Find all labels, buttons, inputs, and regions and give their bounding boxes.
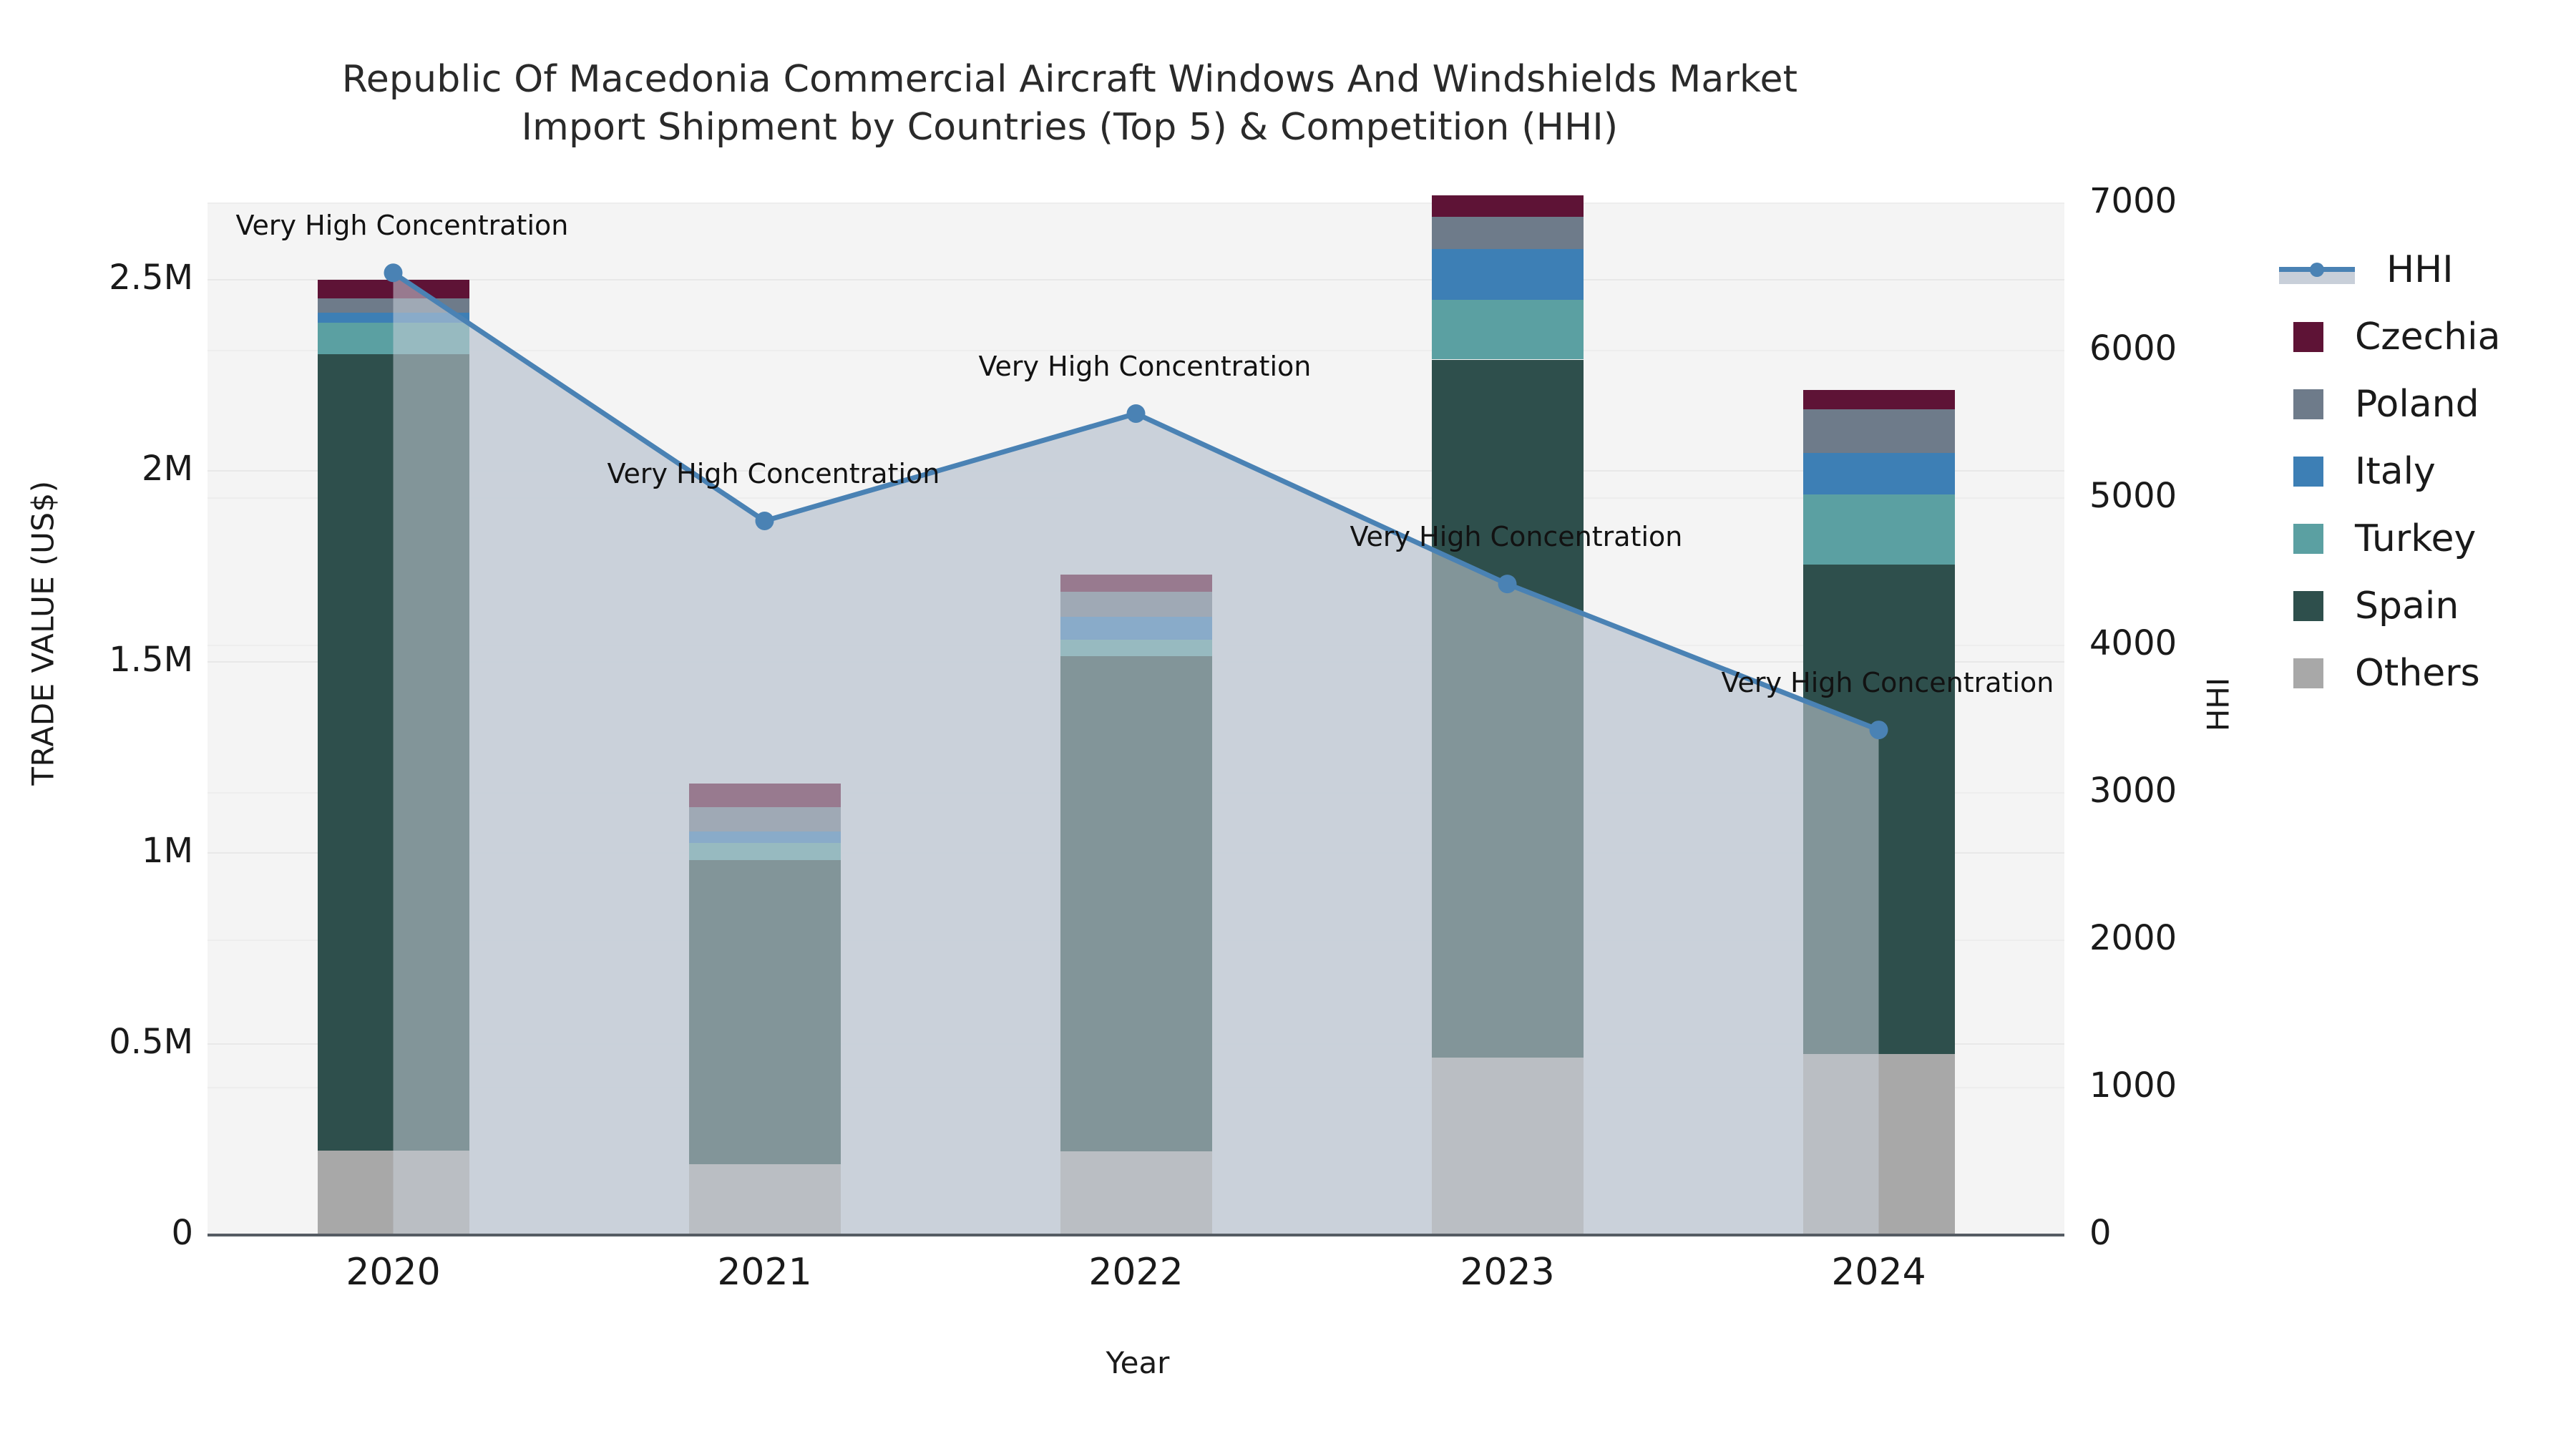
legend-item-turkey[interactable]: Turkey <box>2279 505 2500 572</box>
legend-label: Italy <box>2355 450 2436 493</box>
chart-title-line-2: Import Shipment by Countries (Top 5) & C… <box>521 105 1619 149</box>
y-tick-right-3000: 3000 <box>2089 771 2177 811</box>
bar-segment-spain-2022[interactable] <box>1060 656 1212 1152</box>
legend-label: Turkey <box>2355 517 2477 560</box>
annotation-2024: Very High Concentration <box>1721 667 2054 699</box>
bar-segment-others-2022[interactable] <box>1060 1151 1212 1234</box>
bar-segment-italy-2023[interactable] <box>1431 248 1584 300</box>
x-tick-2023: 2023 <box>1460 1251 1555 1294</box>
bar-segment-spain-2023[interactable] <box>1431 359 1584 1058</box>
gridline-left-2.5M <box>208 278 2064 280</box>
bar-segment-spain-2021[interactable] <box>688 859 841 1165</box>
y-tick-right-7000: 7000 <box>2089 181 2177 221</box>
bar-segment-italy-2021[interactable] <box>688 831 841 844</box>
y-tick-left-0.5M: 0.5M <box>109 1021 193 1062</box>
y-axis-left-title: TRADE VALUE (US$) <box>25 480 61 786</box>
gridline-left-2M <box>208 469 2064 472</box>
y-tick-left-0: 0 <box>171 1213 193 1253</box>
legend-swatch-icon <box>2293 322 2323 352</box>
annotation-2020: Very High Concentration <box>235 210 569 242</box>
legend-swatch-icon <box>2293 457 2323 487</box>
bar-segment-czechia-2021[interactable] <box>688 783 841 807</box>
gridline-right-5000 <box>208 497 2064 499</box>
y-tick-right-2000: 2000 <box>2089 918 2177 958</box>
bar-segment-turkey-2024[interactable] <box>1802 494 1955 565</box>
chart-title-line-1: Republic Of Macedonia Commercial Aircraf… <box>341 58 1798 101</box>
x-tick-2021: 2021 <box>717 1251 812 1294</box>
y-tick-right-6000: 6000 <box>2089 328 2177 369</box>
legend-label: HHI <box>2386 248 2454 291</box>
bar-segment-poland-2022[interactable] <box>1060 591 1212 617</box>
gridline-right-7000 <box>208 203 2064 204</box>
x-tick-2020: 2020 <box>346 1251 441 1294</box>
bar-segment-czechia-2022[interactable] <box>1060 575 1212 592</box>
x-tick-2024: 2024 <box>1831 1251 1926 1294</box>
legend-line-marker-icon <box>2279 255 2355 285</box>
y-tick-left-1M: 1M <box>142 830 193 871</box>
legend-item-italy[interactable]: Italy <box>2279 438 2500 505</box>
bar-segment-turkey-2021[interactable] <box>688 843 841 860</box>
legend-label: Poland <box>2355 383 2479 426</box>
bar-segment-others-2024[interactable] <box>1802 1053 1955 1234</box>
y-axis-right-title: HHI <box>2200 677 2236 732</box>
x-axis-line <box>208 1234 2064 1236</box>
legend-swatch-icon <box>2293 591 2323 621</box>
x-axis-title: Year <box>1106 1345 1170 1380</box>
bar-segment-italy-2020[interactable] <box>317 313 469 323</box>
bar-segment-others-2023[interactable] <box>1431 1058 1584 1234</box>
legend-item-hhi[interactable]: HHI <box>2279 236 2500 303</box>
bar-segment-spain-2020[interactable] <box>317 354 469 1151</box>
bar-segment-poland-2021[interactable] <box>688 806 841 832</box>
legend-label: Czechia <box>2355 316 2501 358</box>
y-tick-left-1.5M: 1.5M <box>109 639 193 680</box>
annotation-2022: Very High Concentration <box>978 350 1312 382</box>
legend-swatch-icon <box>2293 658 2323 688</box>
bar-segment-spain-2024[interactable] <box>1802 564 1955 1054</box>
legend: HHI Czechia Poland Italy Turkey Spain Others <box>2279 236 2500 707</box>
bar-segment-others-2020[interactable] <box>317 1151 469 1234</box>
bar-segment-turkey-2022[interactable] <box>1060 639 1212 657</box>
bar-segment-others-2021[interactable] <box>688 1164 841 1234</box>
bar-segment-poland-2023[interactable] <box>1431 216 1584 249</box>
y-tick-right-5000: 5000 <box>2089 476 2177 516</box>
bar-segment-czechia-2020[interactable] <box>317 280 469 299</box>
legend-item-others[interactable]: Others <box>2279 640 2500 707</box>
legend-label: Others <box>2355 652 2480 695</box>
bar-segment-turkey-2023[interactable] <box>1431 299 1584 360</box>
y-tick-right-4000: 4000 <box>2089 623 2177 663</box>
y-tick-left-2.5M: 2.5M <box>109 257 193 298</box>
legend-swatch-icon <box>2293 524 2323 554</box>
y-tick-right-1000: 1000 <box>2089 1065 2177 1106</box>
bar-segment-czechia-2023[interactable] <box>1431 195 1584 217</box>
bar-segment-italy-2022[interactable] <box>1060 616 1212 640</box>
bar-segment-turkey-2020[interactable] <box>317 323 469 354</box>
y-tick-right-0: 0 <box>2089 1213 2112 1253</box>
annotation-2021: Very High Concentration <box>607 457 940 489</box>
bar-segment-italy-2024[interactable] <box>1802 453 1955 495</box>
bar-segment-poland-2024[interactable] <box>1802 409 1955 454</box>
legend-item-czechia[interactable]: Czechia <box>2279 303 2500 371</box>
legend-item-spain[interactable]: Spain <box>2279 572 2500 640</box>
legend-label: Spain <box>2355 585 2459 628</box>
chart-title: Republic Of Macedonia Commercial Aircraf… <box>0 56 2140 151</box>
legend-swatch-icon <box>2293 389 2323 419</box>
annotation-2023: Very High Concentration <box>1350 521 1683 553</box>
y-tick-left-2M: 2M <box>142 448 193 489</box>
bar-segment-czechia-2024[interactable] <box>1802 389 1955 410</box>
x-tick-2022: 2022 <box>1088 1251 1184 1294</box>
legend-item-poland[interactable]: Poland <box>2279 371 2500 438</box>
bar-segment-poland-2020[interactable] <box>317 298 469 313</box>
